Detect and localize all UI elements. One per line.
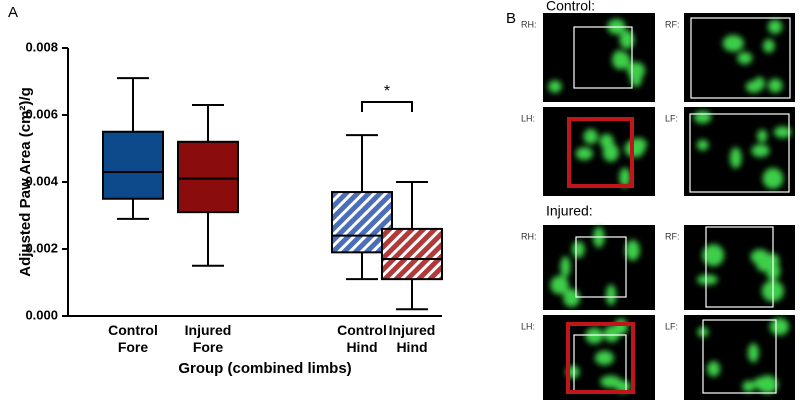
paw-print	[619, 167, 631, 188]
paw-print	[762, 39, 775, 53]
paw-prints	[566, 318, 631, 393]
roi-box	[702, 319, 777, 394]
paw-print	[751, 144, 770, 158]
paw-print	[769, 318, 789, 336]
cell-label: LF:	[665, 113, 678, 123]
paw-print	[560, 256, 571, 278]
paw-print	[572, 241, 585, 258]
paw-print	[737, 51, 753, 65]
paw-print	[550, 275, 569, 295]
paw-print	[619, 30, 635, 49]
box	[381, 227, 443, 281]
roi-box	[689, 113, 790, 193]
paw-print	[762, 168, 784, 189]
y-tick-label: 0.002	[25, 240, 58, 255]
paw-prints	[693, 110, 792, 189]
paw-print	[612, 51, 631, 70]
paw-print	[707, 361, 721, 377]
paw-print	[742, 380, 755, 393]
paw-prints	[697, 318, 789, 394]
cell-label: LH:	[521, 321, 535, 331]
paw-print	[753, 377, 765, 390]
highlight-box	[566, 322, 635, 394]
paw-prints	[550, 226, 640, 308]
paw-print	[747, 343, 759, 363]
paw-print	[583, 129, 598, 145]
cell-label: LH:	[521, 113, 535, 123]
x-tick-label: Control Hind	[337, 322, 387, 355]
paw-print	[722, 35, 744, 52]
paw-print	[768, 78, 783, 93]
cell-label: LF:	[665, 321, 678, 331]
paw-print	[614, 380, 631, 393]
significance-label: *	[384, 83, 390, 100]
y-tick-label: 0.006	[25, 106, 58, 121]
paw-print	[625, 239, 640, 261]
roi-box	[573, 26, 633, 89]
paw-print	[575, 147, 593, 161]
y-tick-label: 0.000	[25, 307, 58, 322]
paw-print	[614, 318, 628, 335]
paw-print	[745, 80, 762, 93]
highlight-box	[567, 117, 634, 188]
significance-bracket	[361, 101, 413, 112]
paw-print	[773, 126, 792, 139]
paw-print	[729, 147, 742, 169]
paw-print	[696, 139, 709, 151]
y-tick-label: 0.004	[25, 173, 58, 188]
paw-print	[585, 327, 604, 344]
box	[102, 130, 164, 200]
y-tick-label: 0.008	[25, 39, 58, 54]
paw-print	[702, 244, 725, 267]
paw-print	[750, 249, 770, 265]
panel-label: A	[8, 4, 18, 21]
paw-print	[767, 19, 783, 34]
roi-box	[575, 236, 627, 298]
paw-print	[757, 129, 768, 143]
box	[177, 140, 239, 214]
x-axis-label: Group (combined limbs)	[178, 360, 351, 377]
paw-prints	[722, 19, 783, 93]
cell-label: RF:	[665, 231, 680, 241]
panel-label: B	[506, 10, 516, 27]
x-tick-label: Injured Hind	[388, 322, 436, 355]
y-axis-label: Adjusted Paw Area (cm²)/g	[17, 87, 34, 276]
cell-label: RH:	[521, 231, 537, 241]
paw-print	[548, 80, 562, 93]
cell-label: RF:	[665, 19, 680, 29]
paw-print	[627, 62, 646, 79]
roi-box	[705, 226, 774, 308]
paw-print	[693, 110, 712, 124]
x-tick-label: Injured Fore	[184, 322, 232, 355]
x-tick-label: Control Fore	[108, 322, 158, 355]
paw-print	[697, 274, 718, 285]
paw-print	[599, 133, 614, 149]
paw-print	[605, 284, 617, 306]
group-title: Control:	[546, 0, 595, 14]
cell-label: RH:	[521, 19, 537, 29]
roi-box	[690, 17, 791, 99]
paw-print	[594, 350, 614, 366]
group-title: Injured:	[546, 203, 593, 219]
